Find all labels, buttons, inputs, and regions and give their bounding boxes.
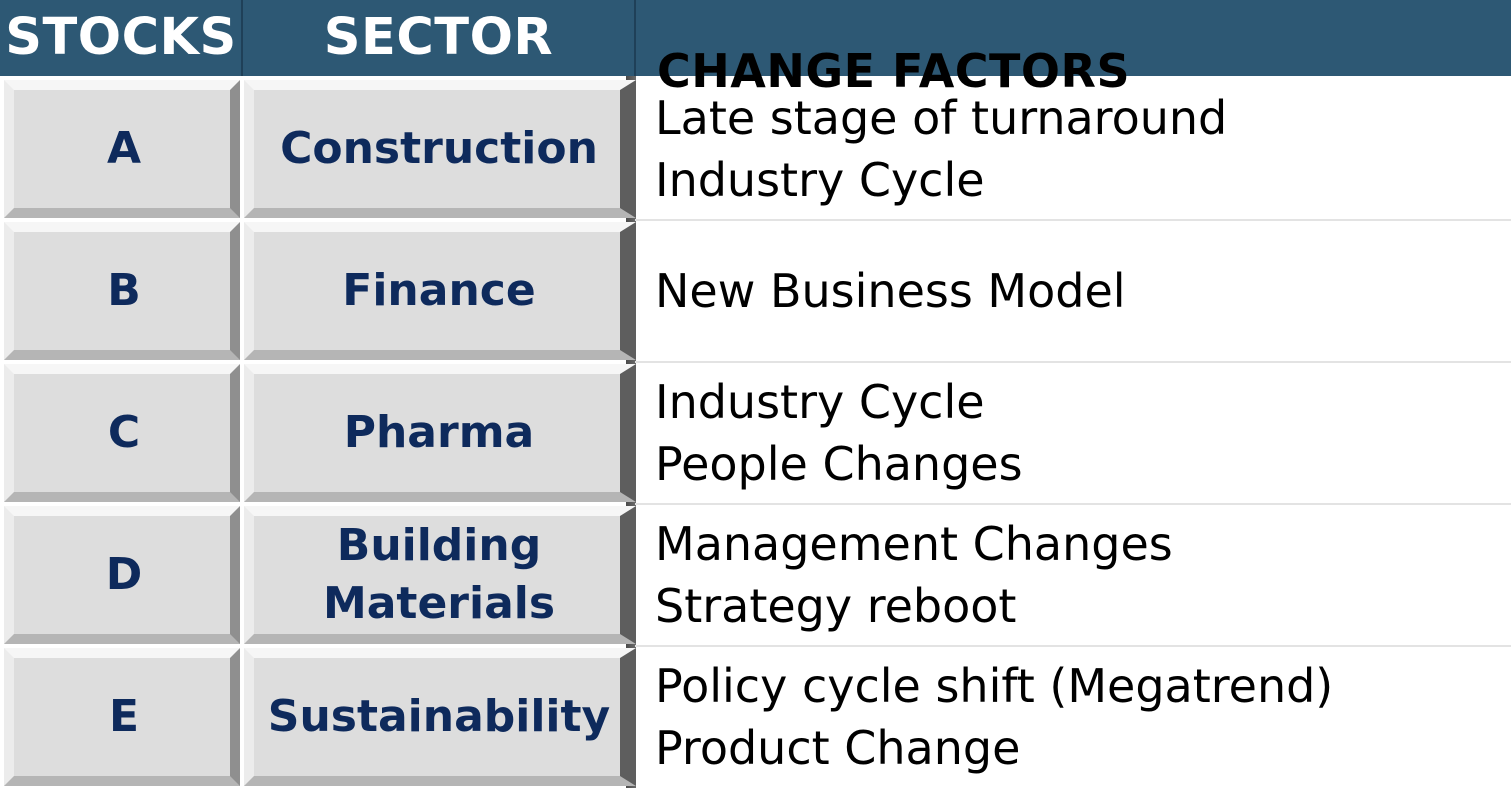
table-row: C Pharma Industry Cycle People Changes [0, 362, 1511, 504]
header-sector: SECTOR [323, 8, 554, 67]
sector-button-building-materials[interactable]: Building Materials [244, 506, 636, 644]
stock-button-b[interactable]: B [4, 222, 240, 360]
change-factor: Strategy reboot [655, 579, 1017, 633]
row-divider [635, 645, 1511, 647]
row-divider [635, 503, 1511, 505]
change-factor: New Business Model [655, 264, 1126, 318]
table-row: E Sustainability Policy cycle shift (Meg… [0, 646, 1511, 788]
sector-button-construction[interactable]: Construction [244, 80, 636, 218]
stock-label: A [106, 123, 142, 174]
table-row: A Construction Late stage of turnaround … [0, 78, 1511, 220]
sector-label: Sustainability [254, 688, 620, 746]
header-change-factors: CHANGE FACTORS [657, 44, 1131, 98]
sector-label: Finance [254, 262, 620, 320]
stock-button-e[interactable]: E [4, 648, 240, 786]
change-factor: Industry Cycle [655, 153, 985, 207]
sector-label: Pharma [254, 404, 620, 462]
change-factor: People Changes [655, 437, 1023, 491]
change-factor: Policy cycle shift (Megatrend) [655, 659, 1334, 713]
sector-line: Construction [280, 123, 598, 174]
stock-label: D [105, 549, 143, 600]
change-factors-cell: Policy cycle shift (Megatrend) Product C… [655, 646, 1495, 788]
header-divider [241, 0, 243, 76]
header-divider [634, 0, 636, 76]
table-header: STOCKS SECTOR CHANGE FACTORS [0, 0, 1511, 98]
stock-button-a[interactable]: A [4, 80, 240, 218]
sector-line: Building [336, 520, 542, 571]
stock-label: E [108, 691, 140, 742]
sector-button-sustainability[interactable]: Sustainability [244, 648, 636, 786]
change-factors-cell: Late stage of turnaround Industry Cycle [655, 78, 1495, 220]
table-row: D Building Materials Management Changes … [0, 504, 1511, 646]
sector-button-pharma[interactable]: Pharma [244, 364, 636, 502]
header-stocks: STOCKS [5, 8, 237, 67]
table-row: B Finance New Business Model [0, 220, 1511, 362]
row-divider [635, 219, 1511, 221]
stock-label: C [107, 407, 141, 458]
change-factors-cell: New Business Model [655, 220, 1495, 362]
stock-button-c[interactable]: C [4, 364, 240, 502]
change-factors-cell: Industry Cycle People Changes [655, 362, 1495, 504]
sector-line: Sustainability [267, 691, 611, 742]
stock-button-d[interactable]: D [4, 506, 240, 644]
sector-line: Materials [322, 578, 556, 629]
change-factor: Late stage of turnaround [655, 91, 1228, 145]
sector-line: Finance [342, 265, 536, 316]
sector-label: Building Materials [254, 517, 620, 633]
change-factors-cell: Management Changes Strategy reboot [655, 504, 1495, 646]
change-factor: Product Change [655, 721, 1021, 775]
change-factor: Industry Cycle [655, 375, 985, 429]
sector-button-finance[interactable]: Finance [244, 222, 636, 360]
sector-label: Construction [254, 120, 620, 178]
stock-label: B [107, 265, 141, 316]
row-divider [635, 361, 1511, 363]
sector-line: Pharma [343, 407, 535, 458]
change-factor: Management Changes [655, 517, 1173, 571]
